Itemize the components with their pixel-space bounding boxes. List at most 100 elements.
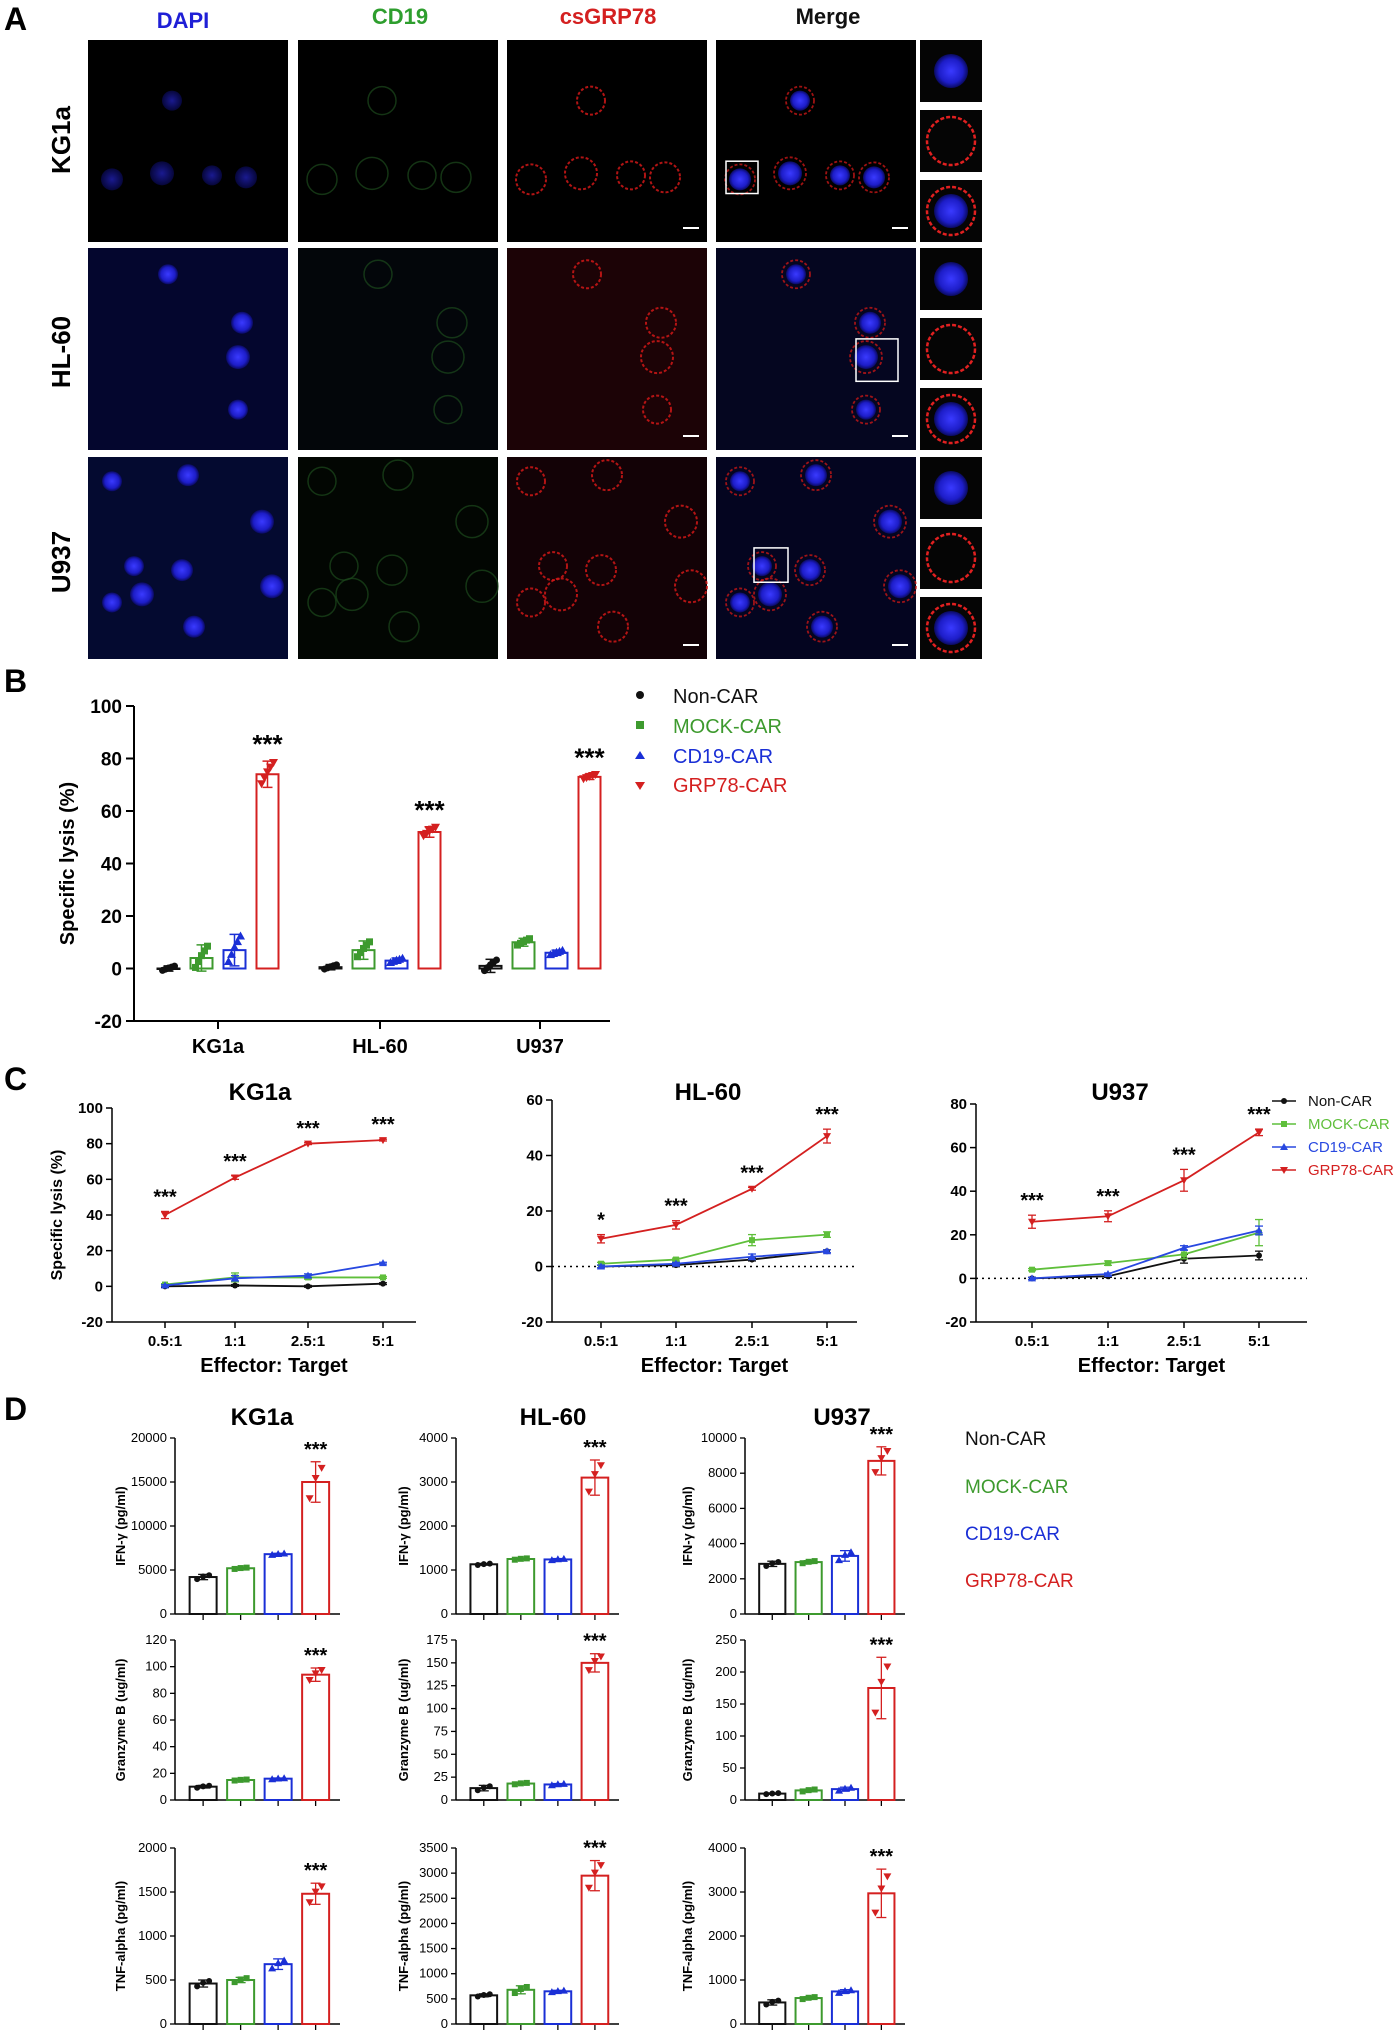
d-y-tick-label: 5000 — [138, 1562, 167, 1577]
d-y-tick-label: 3000 — [419, 1865, 448, 1880]
zoom-thumb-u937-2 — [920, 527, 982, 589]
micro-tile-u937-cd19 — [298, 457, 499, 659]
c-data-point-non-car — [305, 1283, 311, 1290]
d-bar-cd19-car — [263, 1963, 293, 2026]
d-data-point — [805, 1994, 812, 2001]
d-bar-grp78-car — [867, 1459, 896, 1615]
c-significance: *** — [153, 1186, 177, 1208]
d-data-point — [775, 1790, 782, 1797]
legend-entry-grp78-car: GRP78-CAR — [635, 775, 787, 797]
d-bar-non-car — [188, 1982, 218, 2026]
c-y-tick-label: 80 — [950, 1096, 967, 1113]
col-header-csgrp78: csGRP78 — [560, 4, 657, 29]
d-data-point — [231, 1979, 238, 1986]
dapi-nucleus — [101, 168, 123, 191]
grp78-membrane — [645, 306, 677, 339]
b-x-tick-label-kg1a: KG1a — [192, 1036, 245, 1058]
c-data-point-cd19-car — [1104, 1270, 1112, 1278]
micro-tile-bg — [298, 248, 498, 450]
c-significance: *** — [740, 1162, 764, 1184]
d-data-point — [553, 1555, 562, 1563]
d-bar-grp78-car — [301, 1892, 331, 2026]
d-data-point — [274, 1549, 283, 1557]
d-data-point — [474, 1787, 481, 1794]
micro-tile-bg — [88, 248, 288, 450]
micro-tile-kg1a-csgrp78 — [507, 40, 707, 242]
d-y-tick-label: 4000 — [708, 1840, 737, 1855]
d-bar-grp78-car — [301, 1673, 331, 1801]
c-data-point-grp78-car — [379, 1137, 387, 1145]
legend-label-non-car: Non-CAR — [673, 686, 759, 708]
dapi-nucleus — [226, 345, 250, 370]
b-y-axis-label: Specific lysis (%) — [57, 782, 79, 945]
d-significance: *** — [870, 1846, 894, 1868]
legend-c-entry-grp78-car: GRP78-CAR — [1272, 1162, 1394, 1179]
c-y-axis-label: Specific lysis (%) — [49, 1150, 66, 1281]
merge-membrane — [773, 156, 807, 191]
d-y-axis-label: IFN-γ (pg/ml) — [396, 1486, 411, 1565]
merge-nucleus — [758, 582, 782, 607]
cd19-cell — [431, 340, 465, 374]
d-data-point — [311, 1670, 320, 1678]
c-y-tick-label: 80 — [86, 1136, 103, 1153]
c-x-axis-label: Effector: Target — [1078, 1355, 1226, 1377]
c-data-point-cd19-car — [161, 1281, 169, 1289]
c-x-axis-label: Effector: Target — [641, 1355, 789, 1377]
merge-nucleus — [790, 90, 810, 111]
col-header-cd19: CD19 — [372, 4, 428, 29]
d-bar-grp78-car — [580, 1661, 610, 1802]
c-y-tick-label: 20 — [526, 1203, 543, 1220]
d-data-point — [871, 1909, 880, 1917]
merge-membrane — [725, 587, 755, 618]
d-y-tick-label: 20 — [153, 1765, 167, 1780]
d-data-point — [847, 1548, 855, 1556]
d-data-point — [268, 1550, 277, 1558]
c-data-point-mock-car — [824, 1231, 830, 1238]
merge-membrane — [873, 504, 907, 539]
micro-row-kg1a — [88, 40, 982, 242]
d-y-tick-label: 2000 — [419, 1915, 448, 1930]
c-data-point-grp78-car — [597, 1235, 605, 1243]
b-data-point — [431, 823, 440, 832]
zoom-thumb-membrane — [925, 532, 977, 584]
c-data-point-cd19-car — [748, 1252, 756, 1260]
b-data-point — [526, 935, 533, 943]
d-data-point — [841, 1550, 849, 1558]
d-y-tick-label: 1000 — [419, 1562, 448, 1577]
d-y-tick-label: 25 — [434, 1769, 448, 1784]
dapi-nucleus — [202, 165, 222, 186]
c-data-point-cd19-car — [597, 1262, 605, 1270]
d-data-point — [811, 1994, 818, 2001]
cd19-cell — [376, 554, 408, 586]
d-bar-grp78-car — [580, 1874, 610, 2025]
d-data-point — [200, 1573, 207, 1580]
d-y-axis-label: IFN-γ (pg/ml) — [113, 1486, 128, 1565]
c-data-point-mock-car — [749, 1237, 755, 1244]
zoom-thumb-kg1a-2 — [920, 110, 982, 172]
d-data-point — [584, 1488, 593, 1496]
merge-nucleus — [863, 166, 885, 189]
legend-c-marker-cd19-car — [1280, 1143, 1288, 1150]
dapi-nucleus — [231, 311, 253, 334]
dapi-nucleus — [177, 464, 199, 487]
d-data-point — [511, 1990, 518, 1997]
b-data-point — [227, 949, 236, 958]
c-title-u937: U937 — [1091, 1079, 1148, 1106]
d-y-tick-label: 0 — [730, 1606, 737, 1621]
d-bar-mock-car — [794, 1997, 823, 2026]
d-data-point — [206, 1782, 213, 1789]
grp78-membrane — [544, 577, 578, 612]
d-data-point — [596, 1862, 605, 1870]
d-data-point — [517, 1986, 524, 1993]
legend-c-entry-cd19-car: CD19-CAR — [1272, 1139, 1383, 1156]
merge-nucleus — [811, 615, 833, 638]
d-data-point — [763, 1562, 770, 1569]
d-data-point — [841, 1784, 849, 1792]
legend-marker-grp78-car — [635, 782, 645, 790]
d-y-axis-label: Granzyme B (ug/ml) — [113, 1659, 128, 1782]
d-data-point — [243, 1776, 250, 1783]
d-chart-d-ifn-u937: U937 0 2000 4000 6000 8000 10000 IFN-γ (pg/ml) *… — [680, 1404, 905, 1621]
d-y-tick-label: 4000 — [708, 1536, 737, 1551]
c-series-line-non-car — [164, 1282, 384, 1288]
